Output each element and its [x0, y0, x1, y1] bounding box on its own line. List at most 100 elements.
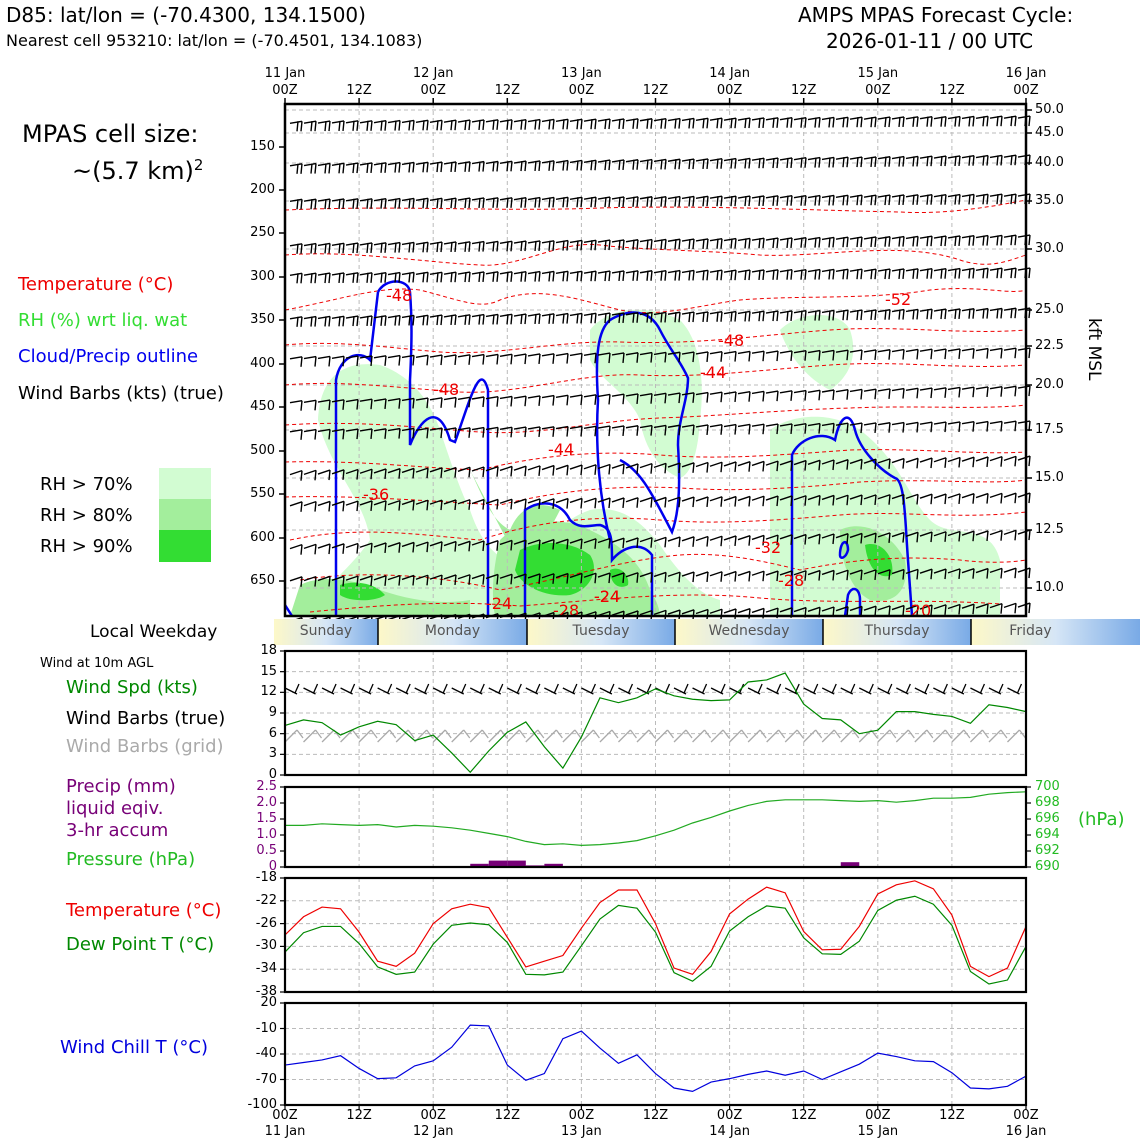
wind-barb-shaft — [765, 310, 779, 314]
grid-wind-barb-flag — [926, 729, 934, 739]
wind-barb-flag — [384, 428, 387, 439]
wind-barb-flag — [832, 269, 835, 280]
wind-barb-shaft — [485, 426, 499, 431]
wind-barb-flag — [534, 271, 537, 282]
wind-barb-flag — [324, 163, 327, 174]
wind-barb-flag — [328, 544, 331, 555]
wind-barb-shaft — [989, 567, 1003, 574]
wind-barb-flag — [594, 197, 597, 208]
wind-barb-flag — [370, 198, 373, 209]
wind-barb-flag — [380, 162, 383, 173]
wind-barb-shaft — [765, 117, 779, 121]
wind-barb-shaft — [289, 429, 303, 433]
wind-barb-flag — [944, 348, 947, 360]
wind-barb-flag — [450, 161, 453, 173]
wind-barb-flag — [576, 197, 579, 208]
wind-barb-flag — [804, 350, 807, 361]
wind-barb-flag — [408, 162, 411, 173]
wind-barb-flag — [912, 116, 915, 127]
wind-barb-flag — [440, 467, 443, 478]
wind-ytick-label: 15 — [260, 663, 277, 679]
wind-barb-flag — [482, 241, 485, 252]
temp-contour-48 — [284, 328, 1027, 354]
wind-barb-flag — [580, 426, 583, 437]
wind-barb-shaft — [471, 313, 485, 318]
wind-barb-flag — [478, 119, 481, 131]
wind-barb-flag — [884, 116, 887, 128]
wind-barb-flag — [454, 198, 457, 209]
wind-barb-flag — [506, 197, 509, 208]
wind-barb-shaft — [555, 538, 569, 544]
wind-barb-flag — [1000, 386, 1003, 397]
wind-barb-flag — [958, 604, 961, 615]
wind-barb-flag — [888, 388, 891, 399]
wind-barb-flag — [338, 243, 341, 254]
wind-barb-flag — [762, 571, 765, 582]
wind-barb-flag — [870, 309, 873, 320]
wind-barb-flag — [538, 353, 541, 364]
wind-barb-flag — [678, 270, 681, 281]
wind-barb-flag — [464, 271, 467, 283]
wind-barb-shaft — [765, 460, 779, 466]
wind-barb-flag — [524, 540, 527, 551]
wind-barb-shaft — [485, 498, 499, 505]
wind-barb-flag — [608, 573, 611, 584]
wind-barb-flag — [356, 316, 359, 327]
wind-barb-shaft — [877, 116, 891, 120]
wind-barb-flag — [926, 194, 929, 205]
wind-barb-flag — [300, 163, 303, 174]
wind-barb-shaft — [821, 606, 835, 612]
wind-barb-shaft — [415, 271, 429, 276]
wind-barb-shaft — [667, 311, 681, 315]
temp-contour-label: -48 — [433, 380, 459, 399]
wind-barb-shaft — [289, 120, 303, 124]
pressure-line — [285, 791, 1027, 847]
wind-barb-flag — [968, 155, 971, 166]
precip-ytick-label: 2.5 — [256, 779, 277, 794]
wind-barb-flag — [702, 311, 705, 322]
grid-wind-barb — [914, 729, 928, 743]
wind-barb-flag — [706, 609, 709, 620]
wind-barb-shaft — [961, 155, 975, 159]
true-wind-barb-flag — [553, 683, 559, 694]
wind-barb-flag — [1014, 530, 1017, 541]
grid-wind-barb — [747, 729, 761, 743]
wind-barb-flag — [776, 158, 779, 169]
wind-barb-flag — [440, 198, 443, 209]
wind-barb-flag — [804, 423, 807, 434]
wind-barb-shaft — [443, 540, 457, 547]
pressure-unit-label: (hPa) — [1078, 809, 1125, 830]
wind-barb-flag — [828, 195, 831, 206]
wind-barb-shaft — [919, 235, 933, 239]
wind-barb-shaft — [415, 427, 429, 431]
wind-barb-flag — [674, 270, 677, 281]
wind-barb-flag — [538, 197, 541, 208]
wind-barb-shaft — [1017, 567, 1031, 573]
top-time-label: 00Z — [716, 83, 743, 98]
grid-wind-barb — [506, 729, 520, 743]
wind-barb-shaft — [695, 117, 709, 122]
kft-tick-label: 35.0 — [1035, 193, 1064, 208]
wind-barb-shaft — [947, 235, 961, 239]
wind-barb-flag — [632, 312, 635, 323]
wind-barb-shaft — [471, 271, 485, 275]
wind-barb-flag — [426, 162, 429, 173]
wind-barb-flag — [636, 270, 639, 281]
wind-barb-shaft — [723, 350, 737, 355]
wind-barb-flag — [706, 392, 709, 403]
wind-barb-shaft — [695, 391, 709, 396]
wind-barb-shaft — [583, 239, 597, 243]
wind-barb-flag — [454, 314, 457, 326]
wind-barb-flag — [664, 497, 667, 508]
wind-barb-flag — [748, 311, 751, 322]
wind-barb-flag — [790, 195, 793, 206]
wind-barb-flag — [930, 116, 933, 127]
wind-barb-shaft — [793, 570, 807, 576]
wind-barb-flag — [1014, 421, 1017, 432]
wind-barb-shaft — [863, 569, 877, 575]
wind-barb-shaft — [821, 236, 835, 241]
wind-barb-shaft — [863, 422, 877, 426]
true-wind-barb-flag — [627, 683, 634, 694]
wind-barb-flag — [1000, 421, 1003, 432]
wind-barb-shaft — [933, 387, 947, 391]
